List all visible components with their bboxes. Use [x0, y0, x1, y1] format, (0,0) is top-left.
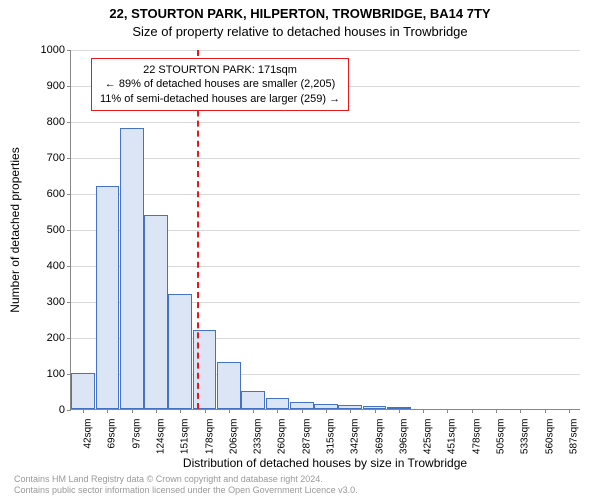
annotation-line: 22 STOURTON PARK: 171sqm: [100, 63, 340, 77]
xtick-mark: [132, 409, 133, 413]
ytick-label: 200: [47, 332, 65, 344]
xtick-mark: [399, 409, 400, 413]
ytick-label: 700: [47, 152, 65, 164]
xtick-mark: [423, 409, 424, 413]
histogram-bar: [168, 294, 192, 409]
ytick-label: 600: [47, 188, 65, 200]
ytick-mark: [67, 86, 71, 87]
ytick-label: 300: [47, 296, 65, 308]
title-line2: Size of property relative to detached ho…: [0, 24, 600, 39]
xtick-mark: [447, 409, 448, 413]
footer-line1: Contains HM Land Registry data © Crown c…: [14, 474, 358, 485]
ytick-mark: [67, 158, 71, 159]
ytick-mark: [67, 50, 71, 51]
xtick-mark: [205, 409, 206, 413]
histogram-bar: [266, 398, 290, 409]
ytick-label: 1000: [41, 44, 65, 56]
gridline: [71, 158, 580, 159]
xtick-mark: [520, 409, 521, 413]
footer-attribution: Contains HM Land Registry data © Crown c…: [14, 474, 358, 496]
histogram-bar: [120, 128, 144, 409]
xtick-mark: [180, 409, 181, 413]
histogram-bar: [241, 391, 265, 409]
histogram-bar: [193, 330, 217, 409]
plot-area: 0100200300400500600700800900100042sqm69s…: [70, 50, 580, 410]
xtick-mark: [229, 409, 230, 413]
chart-container: 22, STOURTON PARK, HILPERTON, TROWBRIDGE…: [0, 0, 600, 500]
ytick-label: 0: [59, 404, 65, 416]
histogram-bar: [144, 215, 168, 409]
xtick-mark: [545, 409, 546, 413]
annotation-line: ← 89% of detached houses are smaller (2,…: [100, 77, 340, 91]
ytick-label: 900: [47, 80, 65, 92]
ytick-mark: [67, 338, 71, 339]
y-axis-label: Number of detached properties: [8, 50, 22, 410]
histogram-bar: [71, 373, 95, 409]
title-line1: 22, STOURTON PARK, HILPERTON, TROWBRIDGE…: [0, 6, 600, 21]
annotation-box: 22 STOURTON PARK: 171sqm← 89% of detache…: [91, 58, 349, 111]
annotation-line: 11% of semi-detached houses are larger (…: [100, 92, 340, 106]
ytick-mark: [67, 194, 71, 195]
histogram-bar: [217, 362, 241, 409]
gridline: [71, 50, 580, 51]
xtick-mark: [83, 409, 84, 413]
footer-line2: Contains public sector information licen…: [14, 485, 358, 496]
histogram-bar: [96, 186, 120, 409]
xtick-mark: [375, 409, 376, 413]
xtick-mark: [302, 409, 303, 413]
xtick-mark: [253, 409, 254, 413]
ytick-mark: [67, 230, 71, 231]
xtick-mark: [496, 409, 497, 413]
xtick-mark: [107, 409, 108, 413]
xtick-mark: [350, 409, 351, 413]
gridline: [71, 122, 580, 123]
xtick-mark: [326, 409, 327, 413]
ytick-mark: [67, 122, 71, 123]
ytick-label: 100: [47, 368, 65, 380]
xtick-mark: [277, 409, 278, 413]
histogram-bar: [290, 402, 314, 409]
xtick-mark: [472, 409, 473, 413]
ytick-label: 500: [47, 224, 65, 236]
ytick-mark: [67, 266, 71, 267]
xtick-mark: [569, 409, 570, 413]
ytick-label: 800: [47, 116, 65, 128]
ytick-mark: [67, 410, 71, 411]
x-axis-label: Distribution of detached houses by size …: [70, 456, 580, 470]
ytick-label: 400: [47, 260, 65, 272]
xtick-mark: [156, 409, 157, 413]
gridline: [71, 194, 580, 195]
ytick-mark: [67, 302, 71, 303]
